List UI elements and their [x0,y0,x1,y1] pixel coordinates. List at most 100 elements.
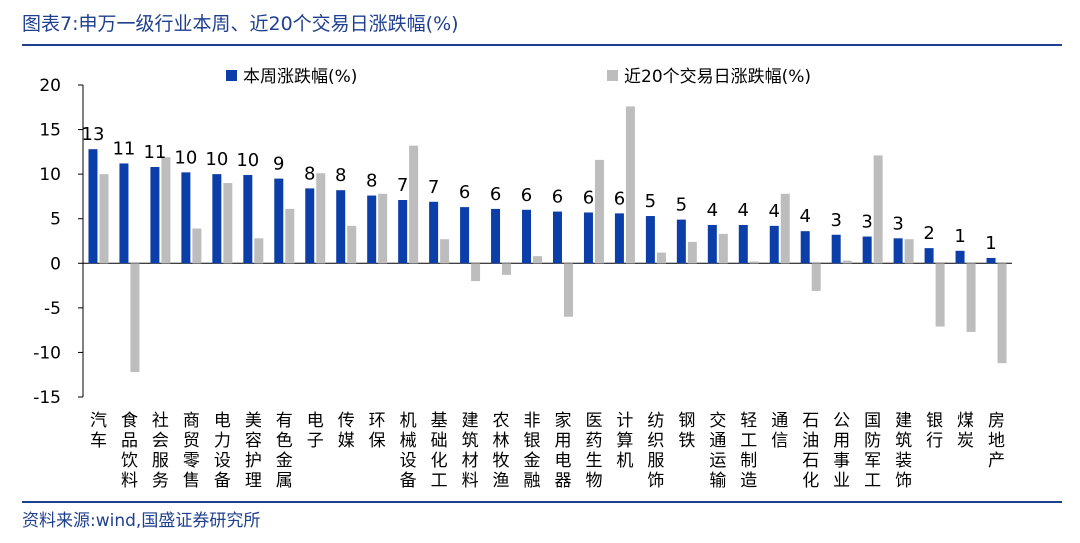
bar-20day-change [935,263,945,327]
category-label: 建筑装饰 [895,411,912,491]
bar-20day-change [192,228,202,264]
data-label-weekly: 9 [273,154,284,175]
bar-weekly-change [367,195,377,264]
data-label-weekly: 7 [397,175,408,196]
y-tick-label: -5 [44,299,61,319]
category-label: 社会服务 [152,411,169,491]
category-label: 基础化工 [431,411,448,491]
bar-weekly-change [398,199,408,264]
bar-20day-change [966,263,976,332]
data-label-weekly: 10 [236,150,259,171]
category-label: 食品饮料 [121,411,138,491]
bar-weekly-change [676,219,686,264]
category-label: 轻工制造 [740,411,757,491]
data-label-weekly: 4 [738,200,749,221]
category-label: 公用事业 [833,411,850,491]
bar-20day-change [223,183,233,264]
category-label: 商贸零售 [183,411,200,491]
bar-20day-change [625,106,635,264]
category-label: 电子 [307,411,324,451]
data-label-weekly: 11 [112,138,135,159]
bar-weekly-change [707,224,717,264]
y-tick-label: 15 [39,121,61,141]
category-label: 传媒 [338,411,355,451]
bar-weekly-change [243,175,253,264]
category-label: 国防军工 [864,411,881,491]
bar-20day-change [347,225,357,264]
bar-20day-change [563,263,573,317]
data-label-weekly: 7 [428,177,439,198]
category-label: 电力设备 [214,411,231,491]
bar-weekly-change [274,178,284,264]
category-label: 建筑材料 [462,411,479,491]
data-label-weekly: 10 [174,147,197,168]
bar-20day-change [409,145,419,264]
bar-chart: 本周涨跌幅(%) 近20个交易日涨跌幅(%) -15-10-505101520 … [33,67,1012,491]
bar-20day-change [440,239,450,264]
bar-weekly-change [955,250,965,264]
data-label-weekly: 8 [304,163,315,184]
data-label-weekly: 6 [490,184,501,205]
legend-swatch-series-1 [226,70,237,81]
data-label-weekly: 8 [366,171,377,192]
bar-20day-change [130,263,140,373]
data-label-weekly: 6 [583,187,594,208]
legend-swatch-series-2 [607,70,618,81]
bar-20day-change [285,208,295,264]
category-label: 有色金属 [276,411,293,491]
data-label-weekly: 6 [459,182,470,203]
bar-20day-change [378,193,388,264]
y-tick-label: 5 [50,210,61,230]
bar-20day-change [842,260,852,264]
bar-weekly-change [583,212,593,264]
bar-20day-change [811,263,821,291]
bar-weekly-change [429,201,439,264]
bar-weekly-change [738,224,748,264]
bar-20day-change [873,155,883,264]
bar-20day-change [594,159,604,264]
bar-weekly-change [862,236,872,264]
y-tick-label: -15 [33,388,61,408]
data-label-weekly: 8 [335,165,346,186]
data-label-weekly: 4 [799,206,810,227]
data-label-weekly: 5 [645,191,656,212]
bar-20day-change [718,233,728,264]
bar-weekly-change [800,231,810,264]
bars [88,106,1007,373]
data-label-weekly: 6 [521,185,532,206]
category-label: 纺织服饰 [647,411,664,491]
data-label-weekly: 4 [707,200,718,221]
category-label: 机械设备 [400,411,417,491]
bar-20day-change [471,263,481,282]
category-label: 非银金融 [524,411,541,491]
bar-20day-change [780,193,790,264]
bar-20day-change [161,157,171,264]
data-label-weekly: 1 [985,233,996,254]
category-label: 计算机 [616,411,633,471]
bar-20day-change [99,174,109,264]
category-label: 煤炭 [957,411,974,451]
bar-20day-change [533,256,543,264]
bar-weekly-change [212,174,222,264]
title-divider [22,44,1062,46]
bar-weekly-change [336,190,346,264]
y-tick-label: 20 [39,76,61,96]
bar-20day-change [254,238,264,264]
bar-weekly-change [491,208,501,264]
category-label: 钢铁 [678,411,695,451]
bar-weekly-change [305,188,315,264]
bar-20day-change [502,263,512,275]
category-label: 美容护理 [245,411,262,491]
bar-20day-change [656,252,666,264]
category-label: 农林牧渔 [493,411,510,491]
bar-weekly-change [645,216,655,264]
data-label-weekly: 13 [82,124,105,145]
bar-weekly-change [88,149,98,264]
bar-weekly-change [552,211,562,264]
data-label-weekly: 3 [830,210,841,231]
y-tick-label: 10 [39,165,61,185]
legend-label-series-1: 本周涨跌幅(%) [243,67,357,87]
bar-weekly-change [150,167,160,264]
